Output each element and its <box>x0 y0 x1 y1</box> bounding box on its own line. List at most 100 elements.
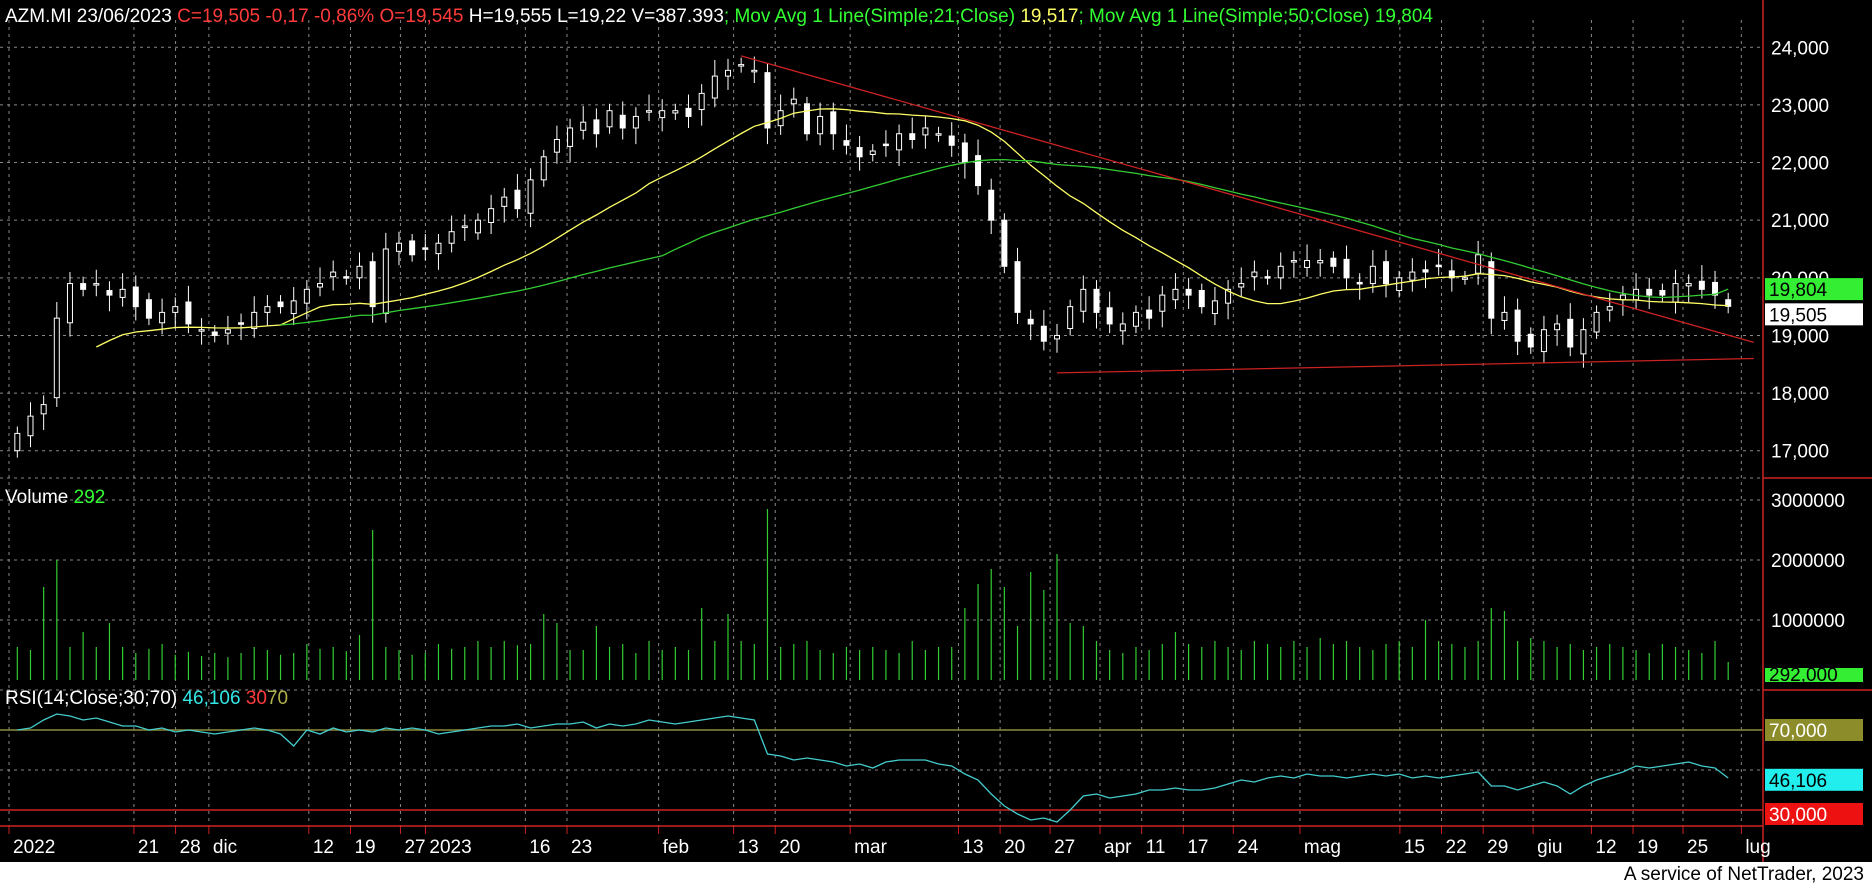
candle-body <box>514 189 521 210</box>
high-value: H=19,555 <box>468 6 552 27</box>
candle-body <box>461 225 468 228</box>
candle-body <box>1593 311 1600 333</box>
price-tick-label: 19,000 <box>1771 326 1829 347</box>
close-value: C=19,505 <box>177 6 261 27</box>
candle-body <box>1448 270 1455 279</box>
candle-body <box>488 208 495 223</box>
candle-body <box>1685 283 1692 287</box>
candle-body <box>1580 329 1587 355</box>
time-tick-label: 25 <box>1687 837 1708 858</box>
time-tick-label: feb <box>663 837 689 858</box>
candle-body <box>369 261 376 308</box>
candle-body <box>1001 219 1008 267</box>
ma50-price-tag: 19,804 <box>1769 280 1828 301</box>
ma50-value: 19,804 <box>1374 6 1433 27</box>
low-value: L=19,22 <box>556 6 627 27</box>
ma50-line <box>280 158 1729 326</box>
candle-body <box>422 247 429 250</box>
volume-tick-label: 3000000 <box>1771 491 1845 512</box>
candle-body <box>80 283 87 290</box>
price-tick-label: 21,000 <box>1771 211 1829 232</box>
candle-body <box>632 115 639 129</box>
rsi-header: RSI(14;Close;30;70) 46,106 3070 <box>5 688 288 710</box>
candle-body <box>1264 276 1271 279</box>
rsi-value-tag-bg <box>1765 768 1863 791</box>
candle-body <box>896 133 903 151</box>
candle-body <box>909 133 916 141</box>
candle-body <box>1040 325 1047 342</box>
time-tick-label: mar <box>854 837 887 858</box>
candle-body <box>1540 329 1547 353</box>
candle-body <box>251 311 258 330</box>
candle-body <box>448 231 455 244</box>
bottom-bar <box>0 862 1872 888</box>
volume-tag: 292,000 <box>1769 665 1838 686</box>
candle-body <box>1567 318 1574 348</box>
candle-body <box>317 283 324 288</box>
candle-body <box>803 103 810 135</box>
volume-label: Volume <box>5 487 69 508</box>
candle-body <box>738 64 745 67</box>
volume-tick-label: 2000000 <box>1771 551 1845 572</box>
candle-body <box>1461 277 1468 280</box>
candle-body <box>1554 323 1561 331</box>
time-axis: 2022 21 28 dic 12 19 27 2023 16 23 feb 13 20 mar 13 20 2… <box>0 825 1771 858</box>
rsi-panel <box>0 713 1763 823</box>
candle-body <box>66 283 73 324</box>
candle-body <box>1027 318 1034 325</box>
candle-body <box>646 110 653 113</box>
candle-body <box>1488 261 1495 319</box>
candle-body <box>330 271 337 278</box>
time-tick-label: 17 <box>1187 837 1208 858</box>
candle-body <box>395 242 402 252</box>
time-tick-label: 23 <box>571 837 592 858</box>
date: 23/06/2023 <box>76 6 172 27</box>
time-tick-label: 27 <box>1054 837 1075 858</box>
rsi-high: 70 <box>266 688 289 709</box>
candle-body <box>1119 323 1126 332</box>
candle-body <box>1698 280 1705 290</box>
last-price-tag-bg <box>1765 303 1863 326</box>
time-tick-label: 16 <box>529 837 550 858</box>
candle-body <box>1014 261 1021 313</box>
candle-body <box>1343 258 1350 279</box>
candle-body <box>356 265 363 279</box>
candle-body <box>93 283 100 286</box>
rsi-low: 30 <box>245 688 267 709</box>
ma50-price-tag-bg <box>1765 278 1863 301</box>
ma21-value: 19,517 <box>1020 6 1079 27</box>
right-axis: 24,00023,00022,00021,00020,00019,00018,0… <box>1762 0 1872 862</box>
candle-body <box>1725 299 1732 307</box>
candle-body <box>1383 261 1390 285</box>
time-tick-label: 11 <box>1146 837 1166 858</box>
candle-body <box>1251 271 1258 278</box>
candle-body <box>1054 334 1061 340</box>
candle-body <box>409 240 416 256</box>
candle-body <box>672 110 679 114</box>
candle-body <box>1106 307 1113 325</box>
candle-body <box>1422 269 1429 273</box>
candle-body <box>659 110 666 119</box>
candle-body <box>567 127 574 147</box>
change-pct: -0,86% <box>313 6 375 27</box>
candle-body <box>119 288 126 298</box>
candle-body <box>211 331 218 336</box>
candle-body <box>343 276 350 279</box>
candle-body <box>1514 309 1521 342</box>
candle-body <box>1435 264 1442 268</box>
candle-body <box>606 110 613 128</box>
candle-body <box>869 150 876 155</box>
candle-body <box>1067 306 1074 330</box>
time-tick-label: dic <box>213 837 237 858</box>
price-header: AZM.MI 23/06/2023 C=19,505 -0,17 -0,86% … <box>5 6 1433 28</box>
candle-body <box>27 415 34 437</box>
candle-body <box>817 115 824 135</box>
candle-body <box>843 140 850 146</box>
last-price-tag: 19,505 <box>1769 305 1827 326</box>
candle-body <box>1396 277 1403 291</box>
time-tick-label: 13 <box>738 837 759 858</box>
price-tick-label: 22,000 <box>1771 154 1829 175</box>
rsi-label: RSI(14;Close;30;70) <box>5 688 178 709</box>
candle-body <box>1369 265 1376 285</box>
